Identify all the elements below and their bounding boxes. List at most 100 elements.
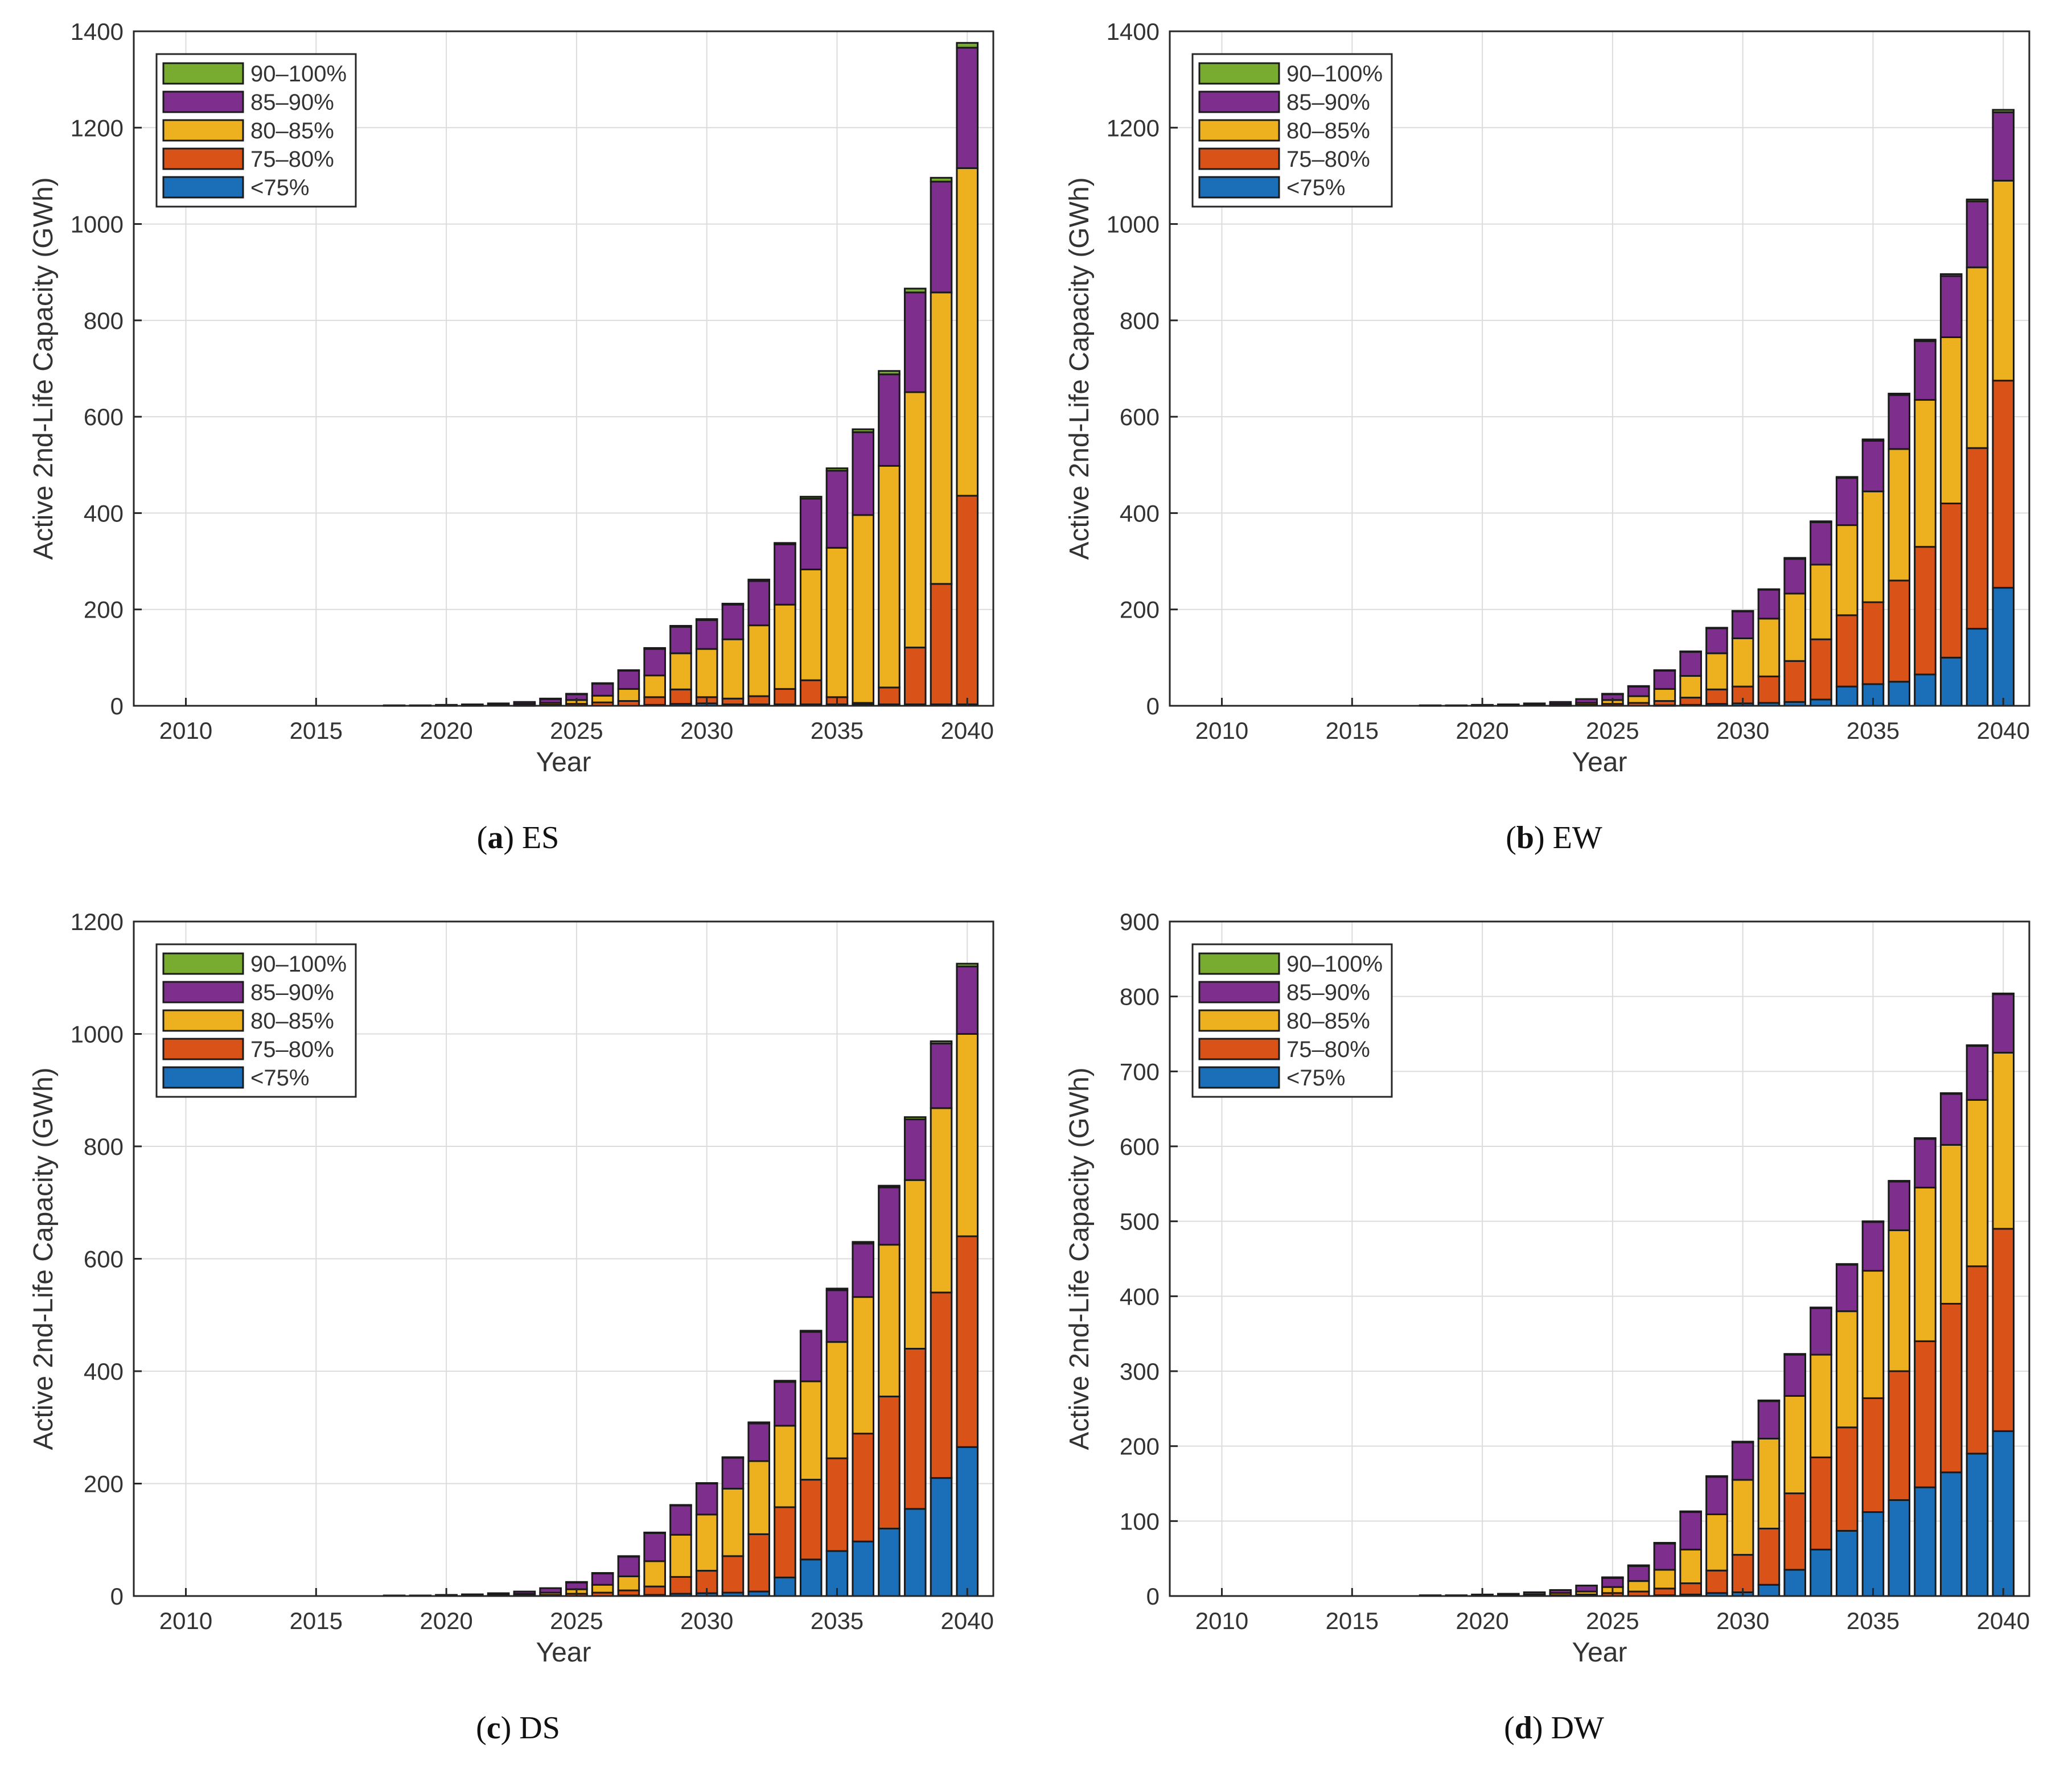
caption-b: (b) EW: [1506, 820, 1602, 855]
x-tick-label: 2020: [420, 717, 472, 744]
x-tick-label: 2025: [1586, 1607, 1639, 1634]
bar-segment: [799, 1380, 823, 1481]
panel-c-ds: 2010 2015 2020 2025 2030 2035 2040 0 200 400 600 80…: [0, 890, 1036, 1780]
x-tick-label: 2020: [1456, 717, 1508, 744]
legend-swatch: [162, 952, 244, 975]
bar-segment: [799, 1330, 823, 1333]
caption-d: (d) DW: [1504, 1710, 1604, 1746]
bar-segment: [747, 1533, 770, 1593]
bar-segment: [878, 1395, 901, 1529]
bar-segment: [591, 682, 614, 697]
bar-segment: [1966, 1045, 1989, 1101]
bar-segment: [1835, 685, 1859, 707]
bar-segment: [617, 669, 640, 672]
ticks: 2010 2015 2020 2025 2030 2035 2040 0 200 400 600 80…: [1107, 18, 2030, 744]
legend-label: 90–100%: [250, 952, 347, 977]
bar-segment: [1810, 1548, 1832, 1597]
bar-segment: [1601, 1576, 1624, 1579]
bar-segment: [852, 1243, 875, 1298]
x-tick-label: 2030: [1716, 1607, 1769, 1634]
bar-segment: [1861, 439, 1885, 492]
bar-segment: [774, 1425, 796, 1508]
bar-segment: [669, 626, 692, 655]
panel-a-es: 2010 2015 2020 2025 2030 2035 2040 0 200 400 600 80…: [0, 0, 1036, 890]
bar-segment: [1810, 698, 1832, 707]
bar-segment: [1835, 476, 1859, 479]
bar-segment: [852, 1241, 875, 1245]
bar-segment: [1914, 399, 1937, 548]
bar-segment: [1888, 393, 1911, 396]
caption-letter: c: [486, 1710, 501, 1746]
bar-segment: [1861, 1397, 1885, 1513]
bar-segment: [1966, 200, 1989, 269]
bar-segment: [852, 428, 875, 433]
bar-segment: [669, 652, 692, 690]
legend-label: 85–90%: [250, 980, 334, 1005]
bar-segment: [1939, 1093, 1963, 1146]
bar-segment: [1939, 656, 1963, 707]
y-tick-label: 500: [1120, 1208, 1160, 1235]
legend: 90–100% 85–90% 80–85% 75–80% <75%: [1191, 943, 1393, 1098]
bar-segment: [878, 1244, 901, 1397]
bar-segment: [1705, 688, 1728, 705]
x-tick-label: 2015: [290, 1607, 343, 1634]
caption-letter: d: [1514, 1710, 1532, 1746]
y-tick-label: 200: [84, 1471, 124, 1498]
bar-segment: [487, 702, 510, 706]
legend-label: 90–100%: [250, 61, 347, 87]
ticks: 2010 2015 2020 2025 2030 2035 2040 0 200 400 600 80…: [71, 18, 994, 744]
legend-label: 80–85%: [1286, 118, 1370, 143]
bar-segment: [1653, 669, 1676, 690]
legend-swatch: [162, 91, 244, 113]
bar-segment: [1939, 336, 1963, 504]
legend-swatch: [162, 1066, 244, 1089]
bar-segment: [852, 1540, 875, 1597]
bar-segment: [721, 1487, 745, 1557]
bar-segment: [1731, 610, 1754, 639]
legend-swatch: [162, 119, 244, 142]
bar-segment: [1888, 579, 1911, 683]
bar-segment: [669, 1576, 692, 1595]
x-tick-label: 2040: [1977, 717, 2030, 744]
bar-segment: [747, 578, 770, 582]
bar-segment: [721, 638, 745, 700]
bar-segment: [1992, 1051, 2015, 1230]
y-tick-label: 1400: [71, 18, 124, 45]
legend-label: 75–80%: [250, 1037, 334, 1062]
bars: [383, 42, 979, 707]
bar-segment: [591, 694, 614, 704]
bar-segment: [1705, 652, 1728, 690]
bar-segment: [747, 695, 770, 705]
caption-text: DS: [519, 1710, 560, 1746]
bar-segment: [799, 679, 823, 705]
bar-segment: [1783, 558, 1806, 595]
bar-segment: [1731, 1554, 1754, 1593]
legend-swatch: [162, 981, 244, 1003]
bar-segment: [539, 697, 562, 700]
bar-segment: [643, 674, 666, 698]
bar-segment: [669, 1533, 692, 1578]
bar-segment: [1861, 1221, 1885, 1272]
bar-segment: [852, 514, 875, 704]
bar-segment: [1888, 1229, 1911, 1372]
chart-ds: 2010 2015 2020 2025 2030 2035 2040 0 200 400 600 80…: [28, 908, 994, 1668]
y-tick-label: 800: [1120, 984, 1160, 1010]
bar-segment: [825, 1457, 849, 1552]
legend-label: 75–80%: [1286, 1037, 1370, 1062]
y-tick-label: 200: [84, 597, 124, 623]
legend: 90–100% 85–90% 80–85% 75–80% <75%: [155, 943, 357, 1098]
bar-segment: [774, 1576, 796, 1597]
bar-segment: [774, 603, 796, 690]
bar-segment: [1939, 1092, 1963, 1095]
bar-segment: [1679, 1510, 1702, 1513]
bar-segment: [825, 1341, 849, 1459]
bar-segment: [1939, 1144, 1963, 1305]
y-tick-label: 0: [1146, 1583, 1160, 1610]
legend-label: 75–80%: [250, 147, 334, 172]
bar-segment: [852, 1433, 875, 1543]
bar-segment: [956, 495, 979, 705]
legend-label: <75%: [250, 175, 309, 200]
bar-segment: [1653, 1587, 1676, 1597]
bar-segment: [1783, 593, 1806, 662]
bar-segment: [1966, 266, 1989, 449]
